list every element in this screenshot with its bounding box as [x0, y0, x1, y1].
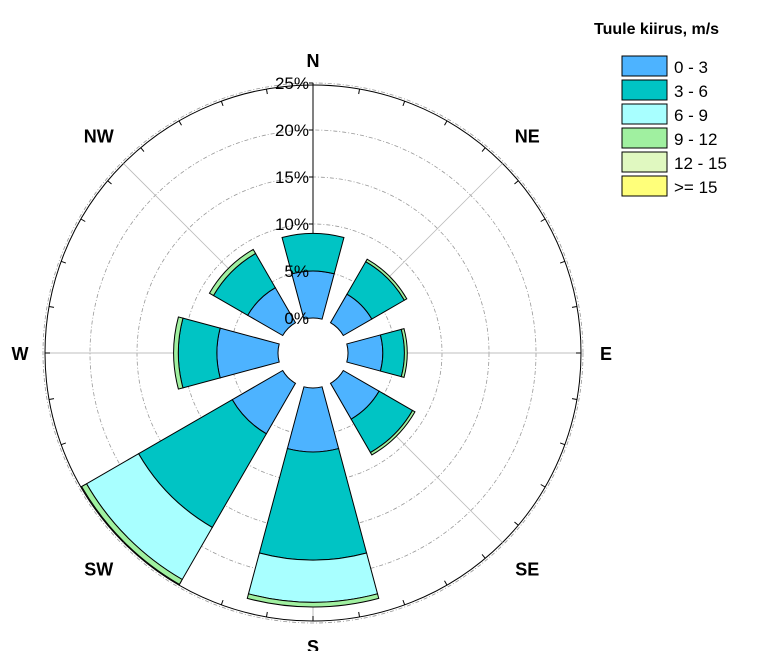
legend-swatch: [621, 151, 668, 173]
wind-rose-bars: [80, 232, 416, 608]
direction-label-ne: NE: [515, 127, 540, 147]
direction-label-se: SE: [515, 559, 539, 579]
direction-label-w: W: [12, 344, 29, 364]
legend-label: 12 - 15: [674, 154, 727, 173]
outer-tick: [358, 88, 361, 95]
bar-s-0: [286, 386, 340, 453]
bar-e-0: [346, 334, 384, 372]
legend-label: 9 - 12: [674, 130, 717, 149]
outer-tick: [265, 611, 268, 618]
direction-label-nw: NW: [84, 127, 114, 147]
legend-swatch: [621, 127, 668, 149]
bar-sw-3: [80, 483, 183, 586]
outer-tick: [60, 260, 67, 264]
radial-tick-label: 0%: [284, 309, 309, 328]
center-hole: [278, 318, 348, 388]
direction-labels: N NE E SE S SW W NW: [12, 51, 613, 651]
bar-n-1: [281, 232, 345, 275]
bar-w-3: [173, 316, 184, 390]
legend-swatch: [621, 55, 668, 77]
direction-label-n: N: [307, 51, 320, 71]
outer-tick: [571, 398, 578, 401]
legend-label: 0 - 3: [674, 58, 708, 77]
outer-tick: [444, 580, 448, 586]
outer-tick: [514, 521, 519, 526]
outer-tick: [481, 147, 486, 152]
legend-swatch: [621, 175, 668, 197]
bar-s-2: [247, 552, 379, 603]
outer-tick: [48, 305, 55, 308]
outer-tick: [80, 218, 86, 222]
outer-tick: [559, 260, 566, 264]
outer-tick: [220, 100, 224, 107]
outer-tick: [540, 484, 546, 488]
legend-label: 6 - 9: [674, 106, 708, 125]
outer-tick: [60, 442, 67, 446]
legend: Tuule kiirus, m/s 0 - 3 3 - 6 6 - 9 9 - 12 1…: [594, 21, 727, 197]
direction-label-s: S: [307, 637, 319, 651]
bar-nw-3: [208, 248, 257, 297]
radial-tick-label: 20%: [275, 121, 309, 140]
outer-tick: [107, 180, 112, 185]
legend-label: 3 - 6: [674, 82, 708, 101]
radial-tick-label: 25%: [275, 74, 309, 93]
outer-tick: [444, 120, 448, 126]
outer-tick: [358, 611, 361, 618]
bar-s-3: [246, 593, 380, 608]
outer-tick: [402, 100, 406, 107]
radial-tick-labels: 0% 5% 10% 15% 20% 25%: [275, 74, 309, 328]
outer-tick: [559, 442, 566, 446]
outer-tick: [265, 88, 268, 95]
bar-ne-3: [365, 258, 408, 301]
legend-label: >= 15: [674, 178, 718, 197]
legend-swatch: [621, 79, 668, 101]
outer-tick: [140, 147, 145, 152]
outer-tick: [540, 218, 546, 222]
direction-label-e: E: [600, 344, 612, 364]
bar-w-0: [216, 327, 280, 379]
outer-tick: [220, 599, 224, 606]
bar-s-1: [258, 447, 368, 561]
bar-e-1: [379, 328, 405, 378]
outer-tick: [481, 554, 486, 559]
outer-tick: [178, 120, 182, 126]
outer-tick: [402, 599, 406, 606]
radial-tick-label: 15%: [275, 168, 309, 187]
bar-se-3: [369, 409, 416, 456]
radial-tick-label: 10%: [275, 215, 309, 234]
outer-tick: [571, 305, 578, 308]
radial-tick-label: 5%: [284, 262, 309, 281]
direction-label-sw: SW: [84, 559, 113, 579]
bar-e-3: [400, 328, 408, 378]
bar-w-1: [177, 317, 221, 389]
legend-swatch: [621, 103, 668, 125]
legend-title: Tuule kiirus, m/s: [594, 21, 719, 38]
outer-tick: [48, 398, 55, 401]
outer-tick: [514, 180, 519, 185]
